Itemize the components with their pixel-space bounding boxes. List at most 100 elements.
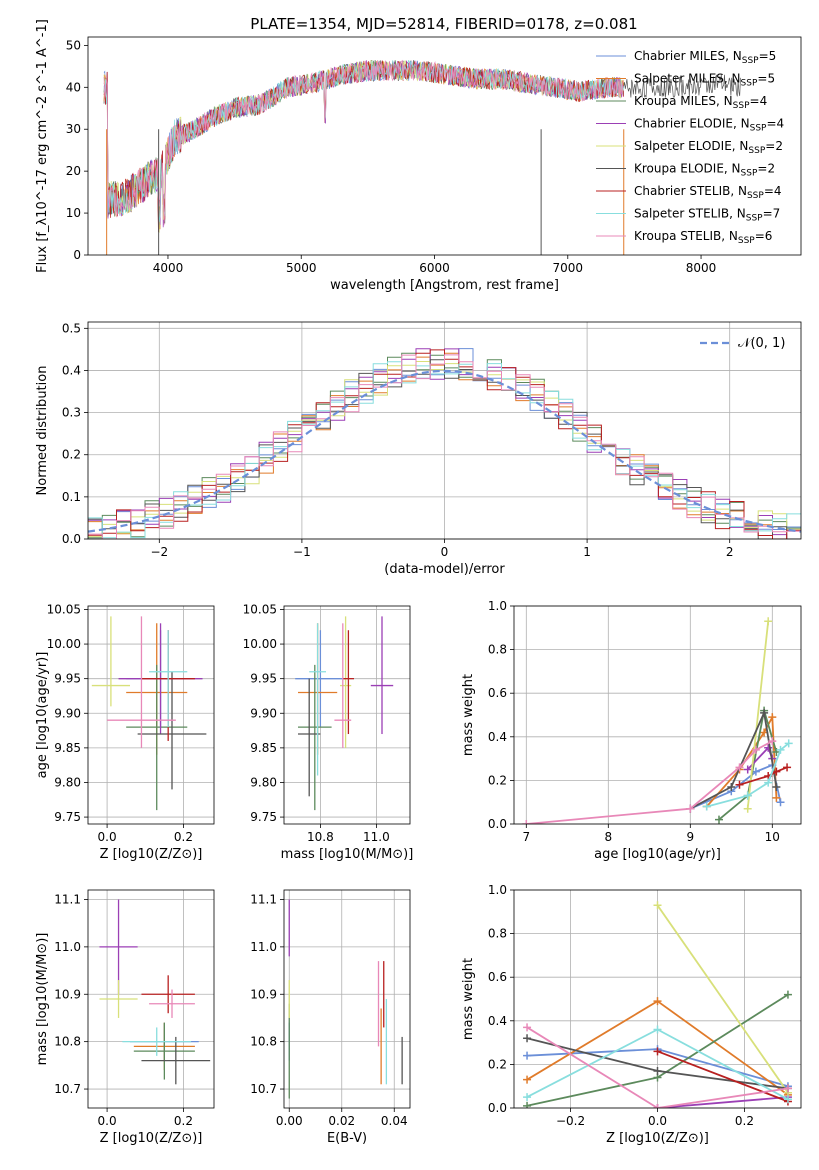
mass-weight-marker	[776, 798, 785, 807]
legend-label-subscript: SSP	[738, 236, 755, 246]
x-axis-label: (data-model)/error	[384, 562, 505, 577]
legend-label: Salpeter MILES, NSSP=5	[634, 72, 775, 89]
y-tick-label: 11.1	[54, 892, 81, 906]
legend-label-subscript: SSP	[750, 124, 767, 134]
y-tick-label: 10.9	[54, 987, 81, 1001]
histogram-step-line	[88, 359, 801, 539]
plot-frame	[87, 36, 802, 256]
figure-title: PLATE=1354, MJD=52814, FIBERID=0178, z=0…	[250, 15, 637, 33]
plot-frame	[87, 605, 215, 825]
y-tick-label: 9.80	[54, 775, 81, 789]
mass-weight-marker	[743, 804, 752, 813]
y-tick-label: 9.85	[54, 741, 81, 755]
y-tick-label: 11.0	[54, 940, 81, 954]
x-tick-label: 11.0	[363, 830, 390, 844]
legend-label-value: =2	[757, 162, 775, 176]
x-tick-label: 9	[686, 830, 694, 844]
mass-weight-marker	[523, 1101, 532, 1108]
legend-label-value: =4	[766, 117, 784, 131]
y-tick-label: 0.8	[488, 927, 507, 941]
y-tick-label: 0.2	[488, 1057, 507, 1071]
y-tick-label: 10.8	[250, 1035, 277, 1049]
mass-weight-marker	[764, 617, 773, 626]
x-axis-label: Z [log10(Z/Z⊙)]	[606, 1131, 709, 1146]
mass-weight-marker	[764, 743, 773, 752]
y-tick-label: 0.0	[488, 817, 507, 831]
x-tick-label: 0.0	[98, 830, 117, 844]
mass-weight-marker	[715, 815, 723, 824]
y-tick-label: 50	[66, 38, 81, 52]
x-tick-label: 0.2	[174, 830, 193, 844]
plot-area	[295, 616, 394, 811]
x-axis-label: mass [log10(M/M⊙)]	[281, 847, 414, 862]
normal-curve	[88, 369, 801, 533]
legend-label: Kroupa ELODIE, NSSP=2	[634, 162, 775, 179]
x-tick-label: 10	[765, 830, 780, 844]
x-tick-label: 1	[583, 545, 591, 559]
residual-histogram-plot: −2 −1 0 1 2 0.0 0.1 0.2 0.3 0.4 0.5 (data-model)/er…	[35, 321, 802, 577]
y-axis-label: mass weight	[461, 674, 476, 756]
y-tick-label: 40	[66, 80, 81, 94]
y-tick-label: 9.75	[54, 810, 81, 824]
x-axis-label: E(B-V)	[327, 1131, 367, 1146]
x-tick-label: −0.2	[556, 1114, 585, 1128]
x-axis-label: Z [log10(Z/Z⊙)]	[100, 847, 203, 862]
y-tick-label: 10.7	[54, 1082, 81, 1096]
mass-weight-marker	[702, 802, 711, 811]
y-tick-label: 9.95	[54, 672, 81, 686]
mass-weight-series-line	[746, 621, 770, 809]
y-axis-label: mass [log10(M/M⊙)]	[35, 933, 50, 1066]
mass-weight-marker	[743, 765, 752, 774]
x-tick-label: 8000	[686, 261, 717, 275]
y-tick-label: 10.7	[250, 1082, 277, 1096]
mass-weight-marker	[523, 1034, 532, 1043]
mass-weight-marker	[523, 1075, 532, 1084]
mass-weight-marker	[768, 713, 777, 722]
legend-label: Chabrier STELIB, NSSP=4	[634, 184, 782, 201]
mass-weight-marker	[735, 780, 744, 789]
y-tick-label: 1.0	[488, 883, 507, 897]
y-tick-label: 11.1	[250, 892, 277, 906]
legend-label: 𝒩(0, 1)	[738, 336, 785, 351]
mass-weight-marker	[784, 739, 793, 748]
mass-weight-marker	[772, 767, 781, 776]
legend-label: Salpeter ELODIE, NSSP=2	[634, 139, 783, 156]
y-tick-label: 20	[66, 164, 81, 178]
x-tick-label: 0.2	[174, 1114, 193, 1128]
mass-weight-marker	[522, 820, 531, 824]
y-tick-label: 0.6	[488, 686, 507, 700]
histogram-step-line	[88, 361, 801, 539]
y-tick-label: 10.05	[243, 602, 277, 616]
mass-weight-marker	[686, 804, 695, 813]
x-tick-label: 0.2	[735, 1114, 754, 1128]
histogram-step-line	[88, 354, 801, 539]
y-tick-label: 9.95	[250, 672, 277, 686]
mass-weight-series-line	[526, 1026, 789, 1108]
y-tick-label: 0.0	[62, 532, 81, 546]
mass-weight-series-line	[526, 740, 773, 824]
mass-weight-marker	[727, 782, 736, 791]
mass-weight-marker	[653, 1104, 662, 1108]
y-tick-label: 0.3	[62, 406, 81, 420]
y-tick-label: 0.5	[62, 321, 81, 335]
plot-area	[288, 899, 403, 1099]
x-tick-label: 0.00	[276, 1114, 303, 1128]
y-axis-label: Flux [f_λ10^-17 erg cm^-2 s^-1 A^-1]	[35, 19, 50, 273]
x-axis-label: Z [log10(Z/Z⊙)]	[100, 1131, 203, 1146]
y-tick-label: 0	[73, 248, 81, 262]
y-tick-label: 9.90	[250, 706, 277, 720]
mass-weight-series-line	[657, 1050, 789, 1103]
legend-label-subscript: SSP	[741, 79, 758, 89]
x-tick-label: −1	[293, 545, 311, 559]
y-axis-label: Normed distribution	[35, 366, 50, 496]
age-vs-mass-weight-plot: 7 8 9 10 0.0 0.2 0.4 0.6 0.8 1.0 age [log10(age/yr…	[461, 599, 802, 862]
plot-area	[88, 348, 801, 539]
y-tick-label: 9.75	[250, 810, 277, 824]
x-axis-label: wavelength [Angstrom, rest frame]	[330, 278, 559, 293]
plot-area	[103, 59, 741, 255]
plot-frame	[513, 889, 802, 1109]
y-tick-label: 30	[66, 122, 81, 136]
y-tick-label: 10.00	[47, 637, 81, 651]
y-tick-label: 10.00	[243, 637, 277, 651]
ebv-vs-mass-plot: 0.00 0.02 0.04 10.7 10.8 10.9 11.0 11.1 E(B-V)	[250, 889, 411, 1146]
